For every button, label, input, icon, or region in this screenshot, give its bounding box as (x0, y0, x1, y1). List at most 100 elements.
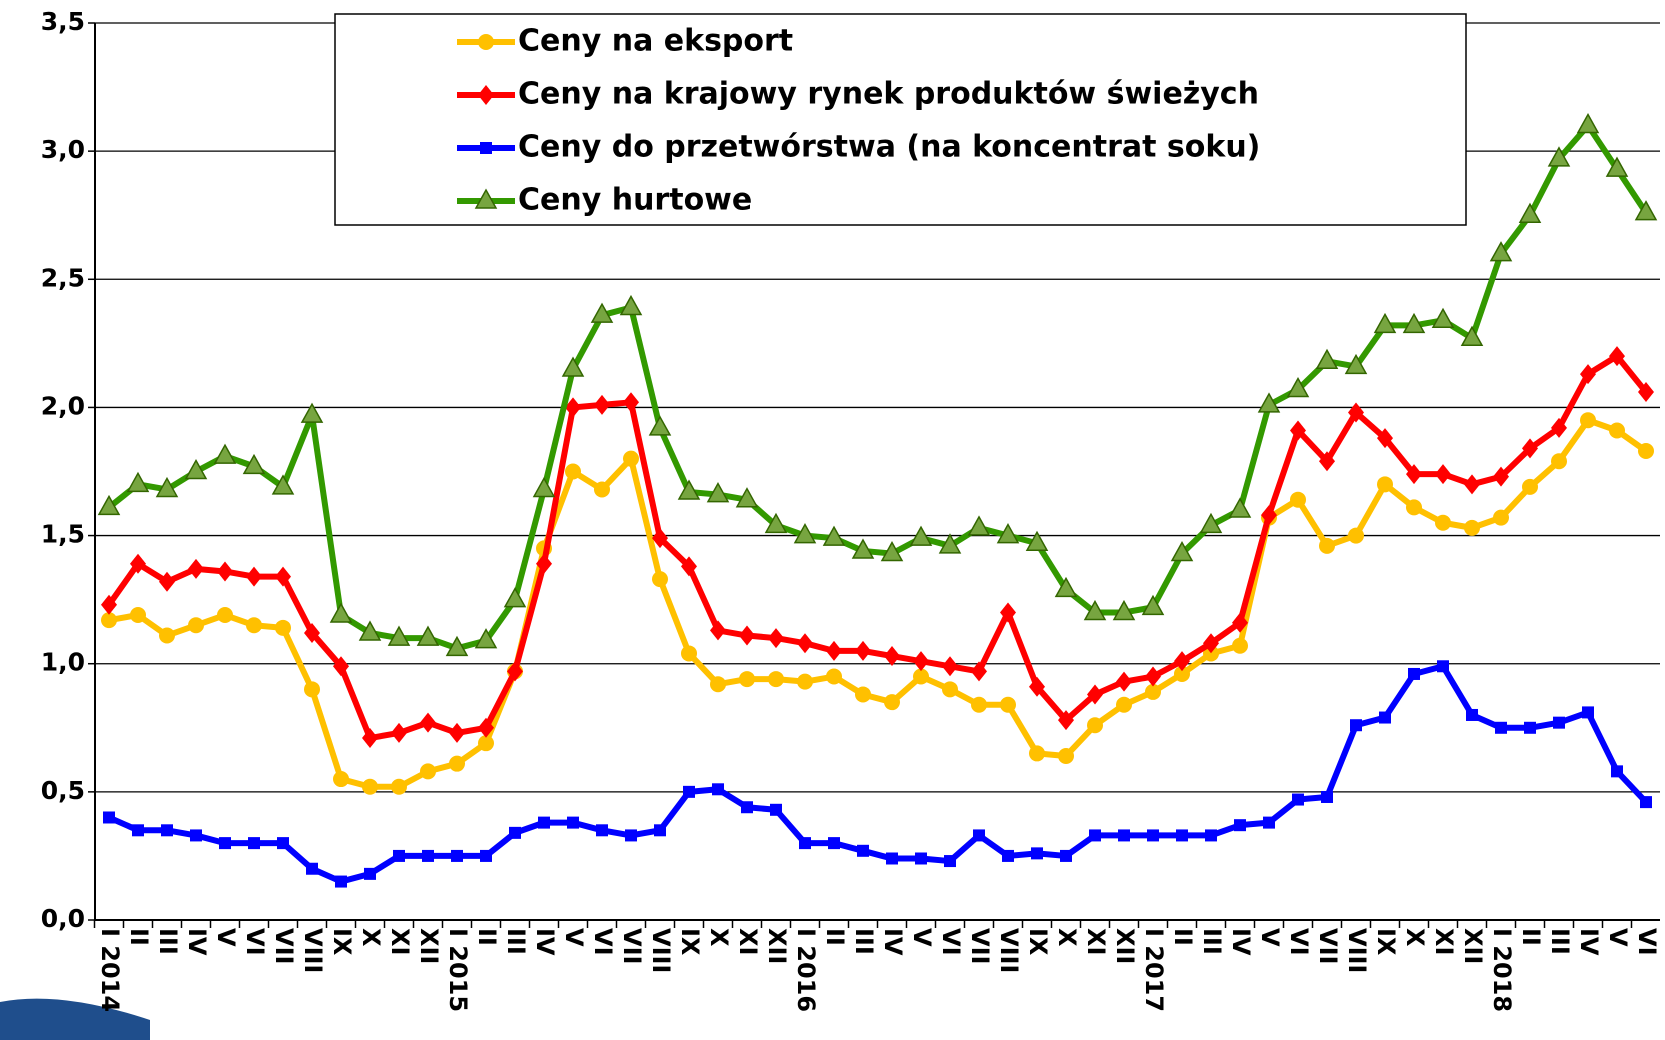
point (393, 850, 405, 862)
point (217, 607, 233, 623)
x-tick-label: XI (386, 928, 414, 955)
point (1292, 794, 1304, 806)
point (1205, 829, 1217, 841)
point (944, 855, 956, 867)
y-tick-label: 2,0 (41, 391, 85, 420)
point (857, 845, 869, 857)
point (712, 783, 724, 795)
point (969, 517, 989, 535)
point (480, 142, 492, 154)
point (275, 620, 291, 636)
point (1348, 528, 1364, 544)
series-line (109, 356, 1646, 738)
point (246, 567, 262, 587)
point (650, 417, 670, 435)
point (828, 837, 840, 849)
point (1230, 499, 1250, 517)
point (304, 681, 320, 697)
point (1433, 309, 1453, 327)
point (335, 876, 347, 888)
point (884, 694, 900, 710)
point (246, 617, 262, 633)
legend-box (335, 14, 1466, 225)
point (331, 604, 351, 622)
x-tick-label: II (473, 928, 501, 946)
point (621, 296, 641, 314)
x-tick-label: II (125, 928, 153, 946)
point (596, 824, 608, 836)
point (1522, 479, 1538, 495)
x-tick-label: XI (1430, 928, 1458, 955)
point (1031, 847, 1043, 859)
x-tick-label: IV (531, 928, 559, 956)
point (1551, 453, 1567, 469)
point (1002, 850, 1014, 862)
point (1145, 667, 1161, 687)
legend-label: Ceny hurtowe (518, 183, 752, 218)
x-tick-label: IX (1372, 928, 1400, 956)
point (1464, 474, 1480, 494)
point (1495, 722, 1507, 734)
point (1464, 520, 1480, 536)
point (1377, 476, 1393, 492)
point (855, 641, 871, 661)
y-tick-label: 3,0 (41, 135, 85, 164)
point (1493, 510, 1509, 526)
point (188, 559, 204, 579)
y-tick-label: 3,5 (41, 7, 85, 36)
x-tick-label: VIII (647, 928, 675, 973)
y-tick-label: 2,5 (41, 263, 85, 292)
point (1437, 660, 1449, 672)
x-tick-label: XII (415, 928, 443, 964)
x-tick-label: IX (328, 928, 356, 956)
x-tick-label: XI (734, 928, 762, 955)
point (362, 779, 378, 795)
point (1000, 697, 1016, 713)
point (710, 676, 726, 692)
point (190, 829, 202, 841)
point (422, 850, 434, 862)
decor-arrow (0, 999, 150, 1040)
point (913, 651, 929, 671)
point (1582, 706, 1594, 718)
point (480, 850, 492, 862)
y-tick-label: 1,5 (41, 520, 85, 549)
point (1609, 422, 1625, 438)
point (505, 589, 525, 607)
point (1435, 515, 1451, 531)
point (1524, 722, 1536, 734)
point (1379, 712, 1391, 724)
x-tick-label: VI (1285, 928, 1313, 956)
x-tick-label: I 2018 (1488, 928, 1516, 1012)
point (1319, 538, 1335, 554)
point (1234, 819, 1246, 831)
point (797, 674, 813, 690)
point (132, 824, 144, 836)
x-tick-label: X (705, 928, 733, 947)
x-tick-label: II (821, 928, 849, 946)
point (768, 628, 784, 648)
point (1578, 115, 1598, 133)
point (1466, 709, 1478, 721)
legend-label: Ceny do przetwórstwa (na koncentrat soku… (518, 130, 1260, 165)
x-tick-label: III (850, 928, 878, 955)
point (449, 723, 465, 743)
y-tick-label: 1,0 (41, 648, 85, 677)
x-tick-label: IV (879, 928, 907, 956)
x-tick-label: VII (1314, 928, 1342, 964)
x-tick-label: X (357, 928, 385, 947)
x-tick-label: I 2017 (1140, 928, 1168, 1012)
point (973, 829, 985, 841)
point (594, 395, 610, 415)
chart: 0,00,51,01,52,02,53,03,5I 2014IIIIIIVVVI… (0, 0, 1665, 1040)
x-tick-label: III (154, 928, 182, 955)
point (826, 641, 842, 661)
point (826, 669, 842, 685)
point (333, 771, 349, 787)
point (248, 837, 260, 849)
point (1089, 829, 1101, 841)
point (741, 801, 753, 813)
x-tick-label: IV (1575, 928, 1603, 956)
point (1611, 765, 1623, 777)
point (565, 464, 581, 480)
